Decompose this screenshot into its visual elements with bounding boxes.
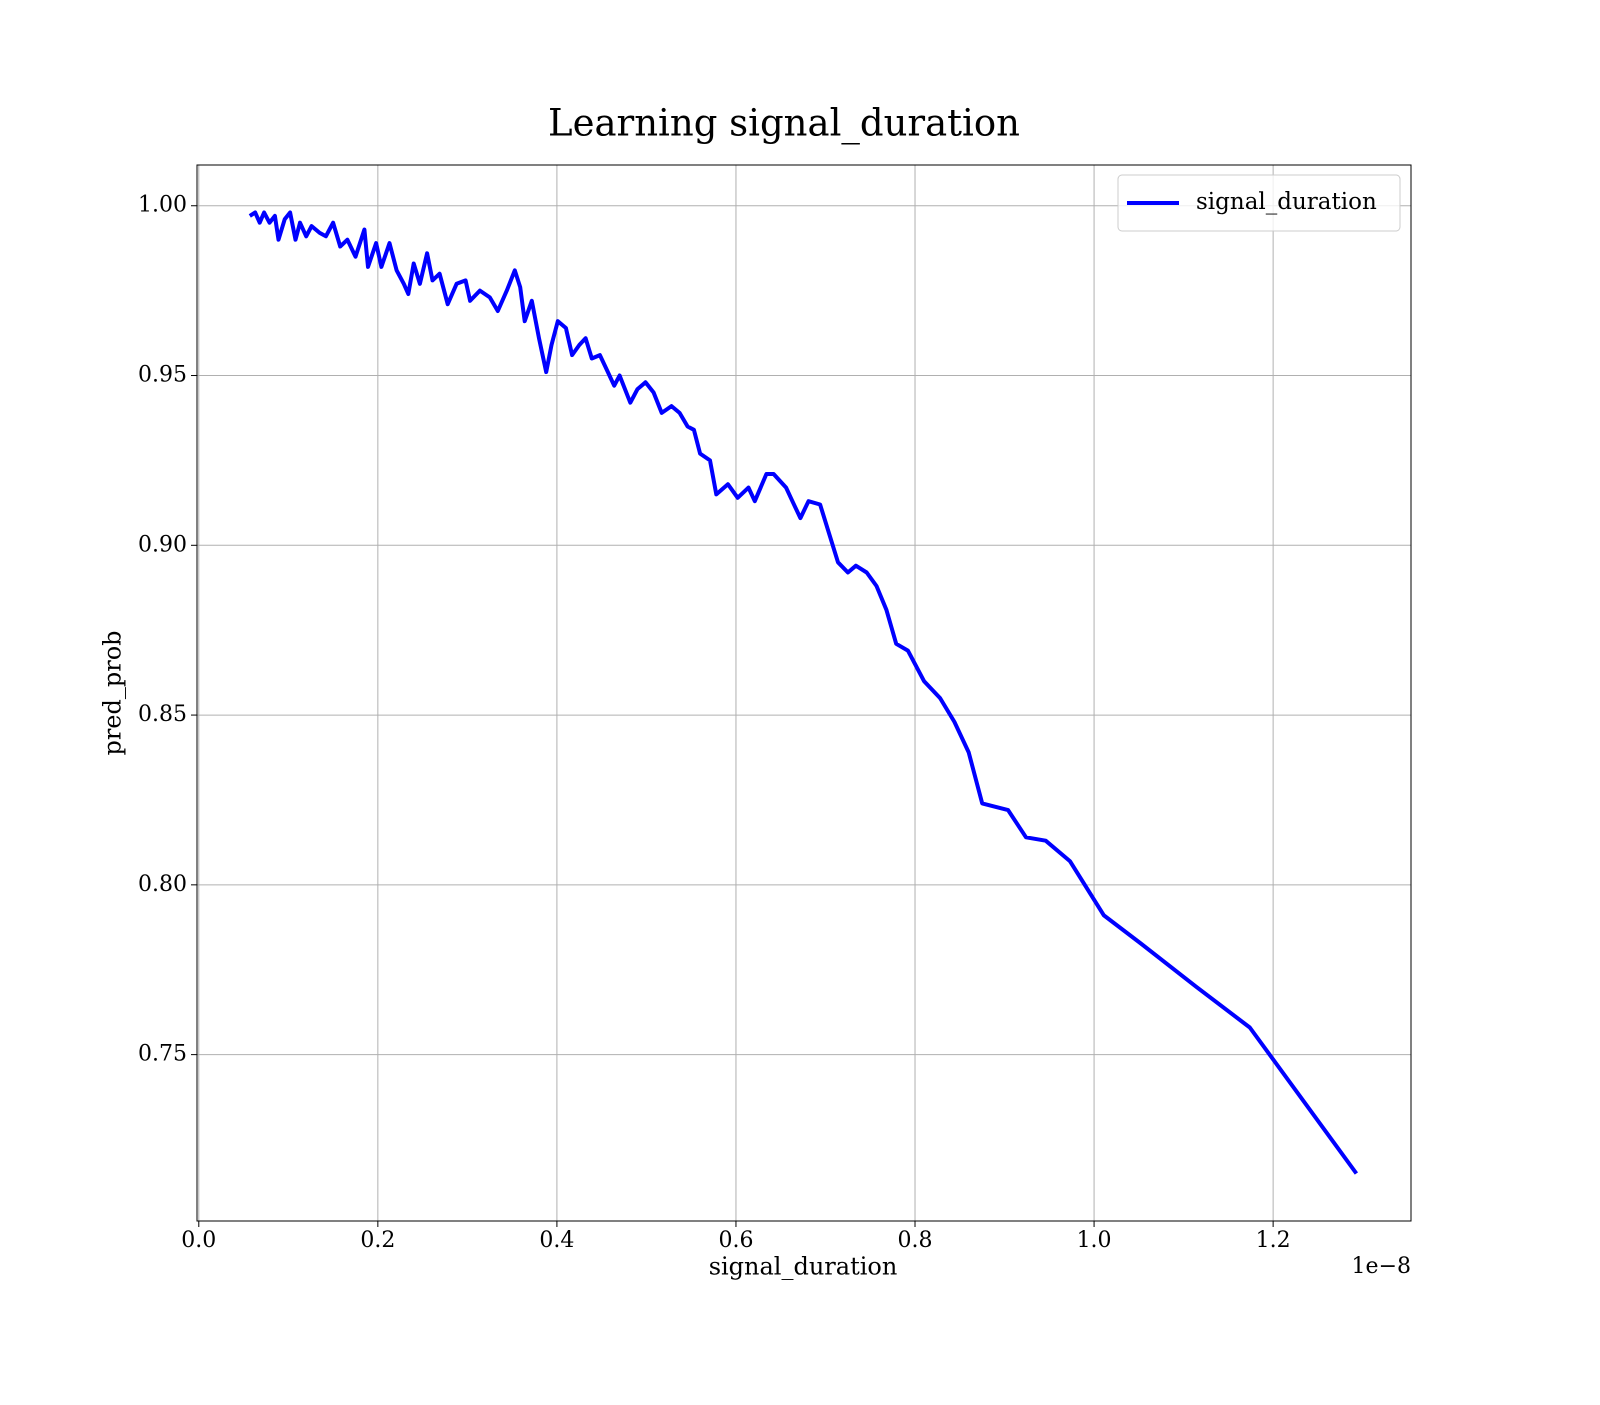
plot-frame <box>196 164 1412 1222</box>
legend-label: signal_duration <box>1196 189 1377 215</box>
x-tick-label: 0.0 <box>181 1228 216 1253</box>
y-tick-label: 0.85 <box>138 702 187 727</box>
x-axis-label: signal_duration <box>709 1253 898 1281</box>
y-tick-label: 0.75 <box>138 1042 187 1067</box>
x-tick-label: 0.2 <box>360 1228 395 1253</box>
data-line <box>248 210 1359 1175</box>
x-tick-label: 1.2 <box>1256 1228 1291 1253</box>
x-tick-label: 1.0 <box>1077 1228 1112 1253</box>
y-tick-label: 0.95 <box>138 363 187 388</box>
x-tick-label: 0.4 <box>539 1228 574 1253</box>
x-tick-label: 0.6 <box>718 1228 753 1253</box>
chart-title: Learning signal_duration <box>548 102 1020 146</box>
x-offset-label: 1e−8 <box>1352 1254 1411 1279</box>
y-tick-label: 0.90 <box>138 532 187 557</box>
x-tick-label: 0.8 <box>898 1228 933 1253</box>
y-tick-label: 1.00 <box>138 193 187 218</box>
legend-box <box>1117 174 1401 232</box>
y-axis-label: pred_prob <box>99 630 127 755</box>
y-tick-label: 0.80 <box>138 872 187 897</box>
